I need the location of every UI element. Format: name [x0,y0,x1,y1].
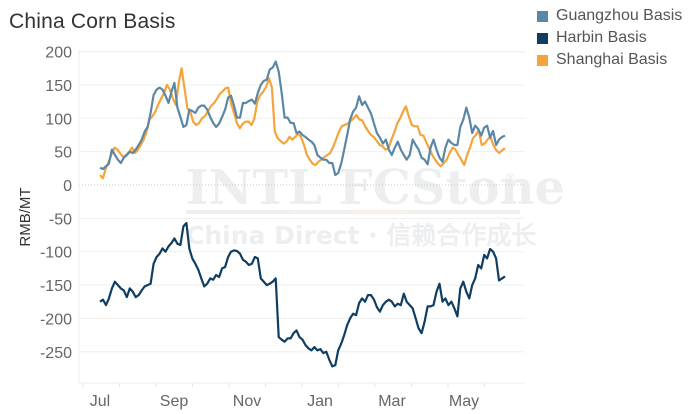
legend-item-guangzhou[interactable]: Guangzhou Basis [537,5,682,27]
chart-legend: Guangzhou Basis Harbin Basis Shanghai Ba… [537,5,682,71]
y-tick-label: 100 [45,111,72,128]
watermark-bar-2 [290,210,350,214]
y-tick-label: -150 [40,278,72,295]
x-tick-label: May [449,393,479,410]
legend-item-harbin[interactable]: Harbin Basis [537,27,682,49]
y-axis-ticks: 200 150 100 50 0 -50 -100 -150 -200 -250 [40,45,72,362]
watermark-line2: China Direct · 信赖合作成长 [186,221,537,250]
y-tick-label: -200 [40,311,72,328]
series-line-shanghai-basis[interactable] [99,67,506,180]
watermark-bar-1 [186,210,290,214]
x-tick-label: Mar [378,393,406,410]
x-axis-ticks: Jul Sep Nov Jan Mar May [82,383,485,410]
legend-label: Shanghai Basis [556,51,668,68]
y-axis-title: RMB/MT [17,187,34,246]
watermark: INTL FCStone ® China Direct · 信赖合作成长 [186,160,565,250]
y-tick-label: 0 [63,178,72,195]
watermark-line1: INTL FCStone [186,160,565,216]
watermark-registered: ® [506,171,515,185]
y-tick-label: 200 [45,45,72,62]
x-tick-label: Jan [307,393,333,410]
y-tick-label: 150 [45,78,72,95]
legend-swatch-guangzhou-icon [537,10,548,22]
series-lines [99,60,506,368]
watermark-bar-3 [350,210,410,214]
watermark-bar-4 [410,210,520,214]
legend-item-shanghai[interactable]: Shanghai Basis [537,49,682,71]
chart-title: China Corn Basis [9,10,176,33]
y-tick-label: 50 [54,145,72,162]
legend-label: Harbin Basis [556,29,647,46]
series-line-harbin-basis[interactable] [99,221,506,368]
y-tick-label: -100 [40,245,72,262]
legend-swatch-shanghai-icon [537,54,548,66]
x-tick-label: Sep [160,393,189,410]
legend-label: Guangzhou Basis [556,7,683,24]
y-tick-label: -250 [40,345,72,362]
x-tick-label: Jul [90,393,110,410]
y-tick-label: -50 [49,211,72,228]
x-tick-label: Nov [233,393,261,410]
series-line-guangzhou-basis[interactable] [99,60,506,177]
legend-swatch-harbin-icon [537,32,548,44]
